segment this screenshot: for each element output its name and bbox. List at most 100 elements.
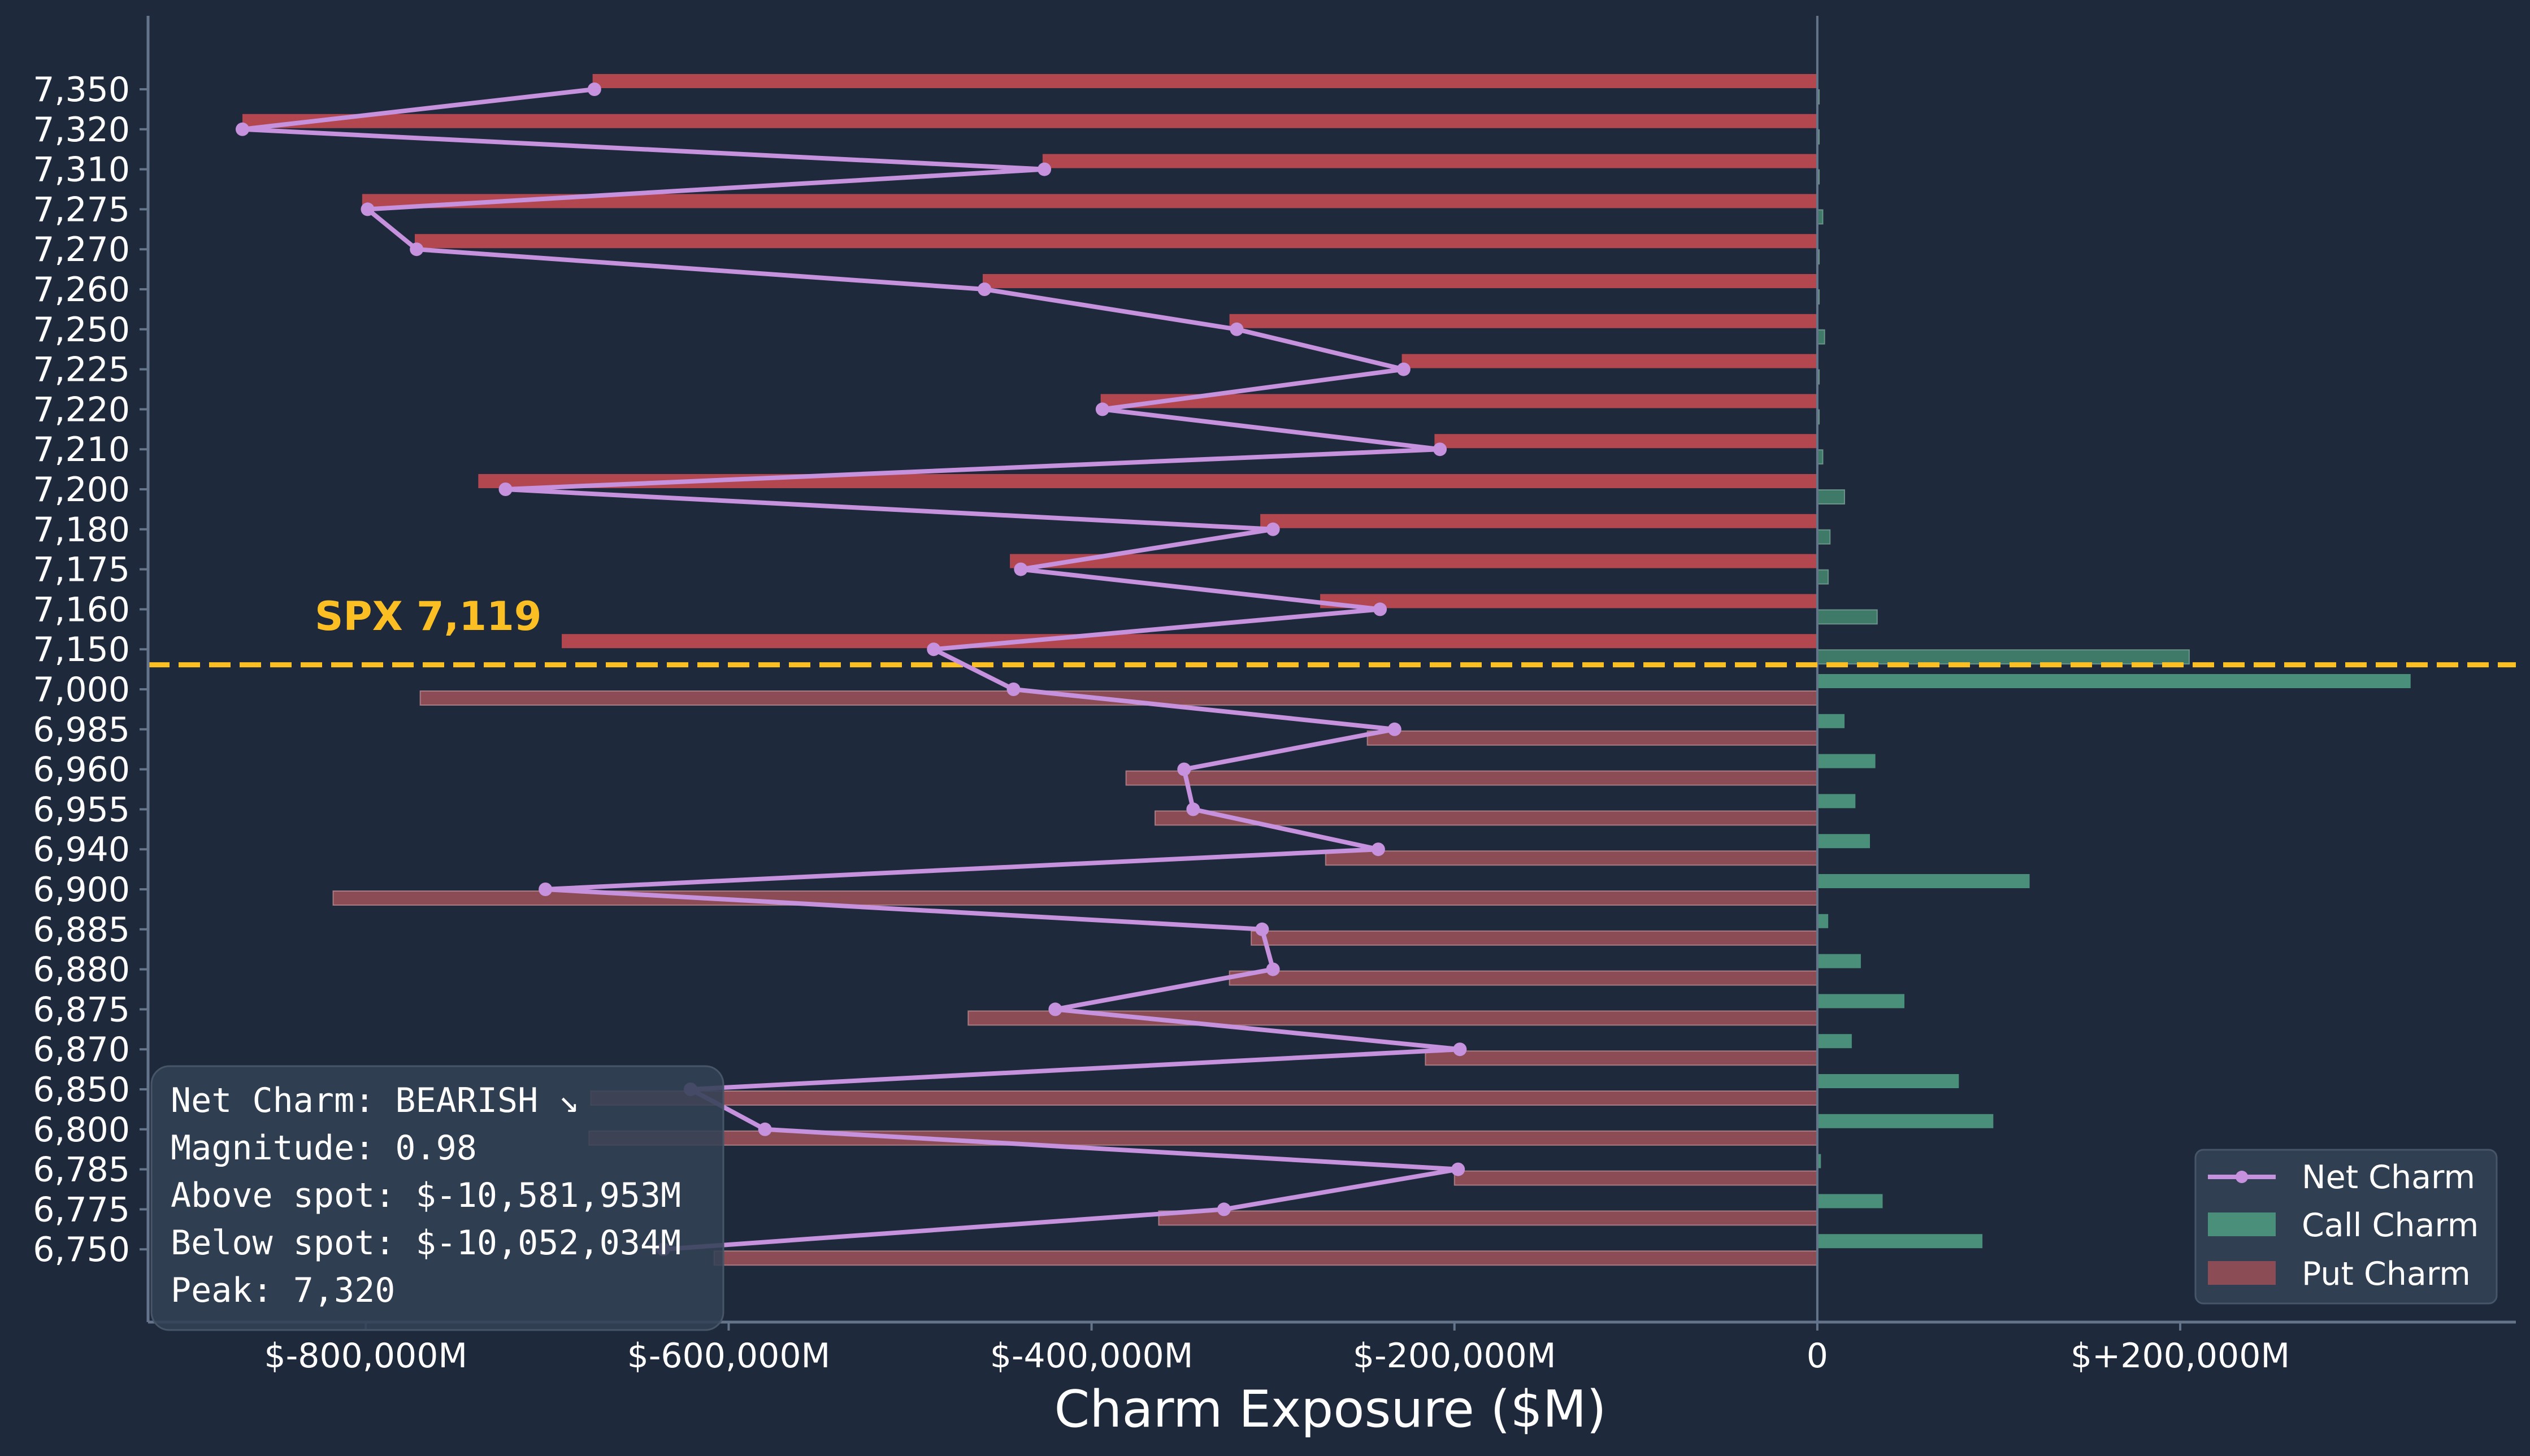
legend-call-swatch: [2208, 1212, 2276, 1236]
call-bar-6960: [1817, 754, 1876, 768]
net-charm-point-6955: [1186, 802, 1200, 816]
call-bar-7000: [1817, 674, 2411, 688]
put-bar-7160: [1320, 594, 1817, 609]
put-bar-6800: [588, 1130, 1818, 1146]
y-axis-ticks: 7,3507,3207,3107,2757,2707,2607,2507,225…: [33, 70, 148, 1270]
put-bar-7260: [982, 274, 1817, 288]
put-bar-7180: [1260, 514, 1817, 528]
call-bar-6900: [1817, 874, 2030, 888]
call-bar-6875: [1817, 994, 1904, 1009]
stat-above-spot: Above spot: $-10,581,953M: [171, 1176, 681, 1215]
y-tick-label: 7,160: [33, 590, 130, 629]
call-bar-6955: [1817, 794, 1856, 809]
call-bar-7160: [1816, 609, 1878, 625]
put-bar-6870: [1425, 1050, 1818, 1066]
put-bar-7210: [1434, 434, 1817, 449]
net-charm-point-7310: [1038, 162, 1052, 176]
net-charm-line: [240, 87, 1463, 1252]
net-charm-point-7350: [587, 82, 601, 96]
call-bar-6850: [1817, 1074, 1959, 1088]
net-charm-point-7000: [1006, 683, 1021, 696]
y-tick-label: 6,885: [33, 910, 130, 950]
put-bar-6750: [713, 1250, 1818, 1266]
call-bar-6775: [1817, 1194, 1883, 1209]
call-bar-7175: [1816, 569, 1829, 585]
put-bar-6880: [1229, 970, 1818, 986]
put-bar-6885: [1251, 930, 1818, 946]
net-charm-point-7210: [1433, 442, 1447, 457]
net-charm-point-6800: [758, 1122, 772, 1136]
call-bar-6750: [1817, 1234, 1983, 1249]
x-tick-label: $+200,000M: [2071, 1336, 2290, 1376]
y-tick-label: 6,870: [33, 1030, 130, 1070]
stat-below-spot: Below spot: $-10,052,034M: [171, 1223, 681, 1263]
net-charm-point-7175: [1014, 562, 1028, 576]
net-charm-point-6900: [539, 883, 553, 896]
y-tick-label: 7,260: [33, 270, 130, 310]
net-charm-point-6875: [1048, 1002, 1062, 1016]
y-tick-label: 7,250: [33, 310, 130, 350]
put-bar-7000: [419, 690, 1818, 706]
stat-net-charm: Net Charm: BEARISH ↘: [171, 1081, 579, 1120]
net-charm-point-7270: [410, 242, 424, 257]
put-bar-6985: [1366, 730, 1818, 746]
net-charm-point-7180: [1266, 522, 1280, 536]
put-bar-7350: [592, 74, 1817, 88]
put-bar-6850: [590, 1090, 1818, 1106]
stat-magnitude: Magnitude: 0.98: [171, 1128, 477, 1168]
y-tick-label: 7,270: [33, 230, 130, 270]
net-charm-point-7275: [361, 202, 375, 216]
put-bar-7150: [562, 634, 1817, 649]
y-tick-label: 7,310: [33, 150, 130, 190]
legend-call-label: Call Charm: [2302, 1207, 2479, 1244]
put-bar-6785: [1453, 1170, 1818, 1186]
net-charm-point-6960: [1177, 762, 1191, 776]
y-tick-label: 7,150: [33, 630, 130, 670]
legend-put-swatch: [2208, 1261, 2276, 1285]
call-bar-6985: [1817, 714, 1845, 728]
call-bar-6785: [1817, 1154, 1821, 1168]
x-tick-label: $-200,000M: [1353, 1336, 1556, 1376]
stats-box-background: [150, 1065, 724, 1331]
x-axis-ticks: $-800,000M $-600,000M $-400,000M $-200,000M…: [264, 1322, 2290, 1376]
y-tick-label: 7,175: [33, 550, 130, 590]
net-charm-point-7150: [927, 642, 941, 657]
legend-put-label: Put Charm: [2302, 1255, 2471, 1293]
net-charm-point-6785: [1451, 1162, 1465, 1176]
net-charm-point-6940: [1371, 842, 1385, 857]
y-tick-label: 7,210: [33, 430, 130, 470]
put-bar-7270: [414, 234, 1817, 249]
net-charm-series: [235, 82, 1467, 1257]
net-charm-point-6870: [1453, 1042, 1467, 1057]
stats-box: Net Charm: BEARISH ↘ Magnitude: 0.98 Abo…: [150, 1065, 724, 1331]
put-bar-7250: [1229, 314, 1817, 328]
legend: Net Charm Call Charm Put Charm: [2194, 1149, 2498, 1305]
y-tick-label: 6,775: [33, 1190, 130, 1229]
put-bar-6960: [1125, 770, 1818, 786]
net-charm-point-7200: [498, 483, 513, 496]
y-tick-label: 6,750: [33, 1230, 130, 1270]
net-charm-point-6985: [1387, 722, 1401, 736]
y-tick-label: 6,960: [33, 750, 130, 790]
y-tick-label: 7,220: [33, 390, 130, 429]
net-charm-point-6885: [1255, 922, 1269, 936]
y-tick-label: 7,000: [33, 670, 130, 710]
net-charm-point-7250: [1230, 322, 1244, 336]
y-tick-label: 6,985: [33, 710, 130, 750]
y-tick-label: 6,955: [33, 790, 130, 829]
y-tick-label: 7,350: [33, 70, 130, 110]
y-tick-label: 6,940: [33, 830, 130, 870]
call-bar-6885: [1817, 914, 1829, 928]
stat-peak: Peak: 7,320: [171, 1271, 395, 1310]
legend-net-marker: [2236, 1171, 2248, 1183]
x-axis-title: Charm Exposure ($M): [1054, 1380, 1606, 1439]
net-charm-point-6775: [1217, 1202, 1231, 1216]
net-charm-point-7225: [1396, 362, 1411, 376]
y-tick-label: 6,800: [33, 1110, 130, 1150]
put-bar-7225: [1401, 354, 1817, 368]
y-tick-label: 7,320: [33, 110, 130, 150]
x-tick-label: 0: [1807, 1336, 1828, 1376]
call-bar-6800: [1817, 1114, 1994, 1128]
y-tick-label: 6,880: [33, 950, 130, 990]
call-bar-7200: [1816, 489, 1846, 505]
